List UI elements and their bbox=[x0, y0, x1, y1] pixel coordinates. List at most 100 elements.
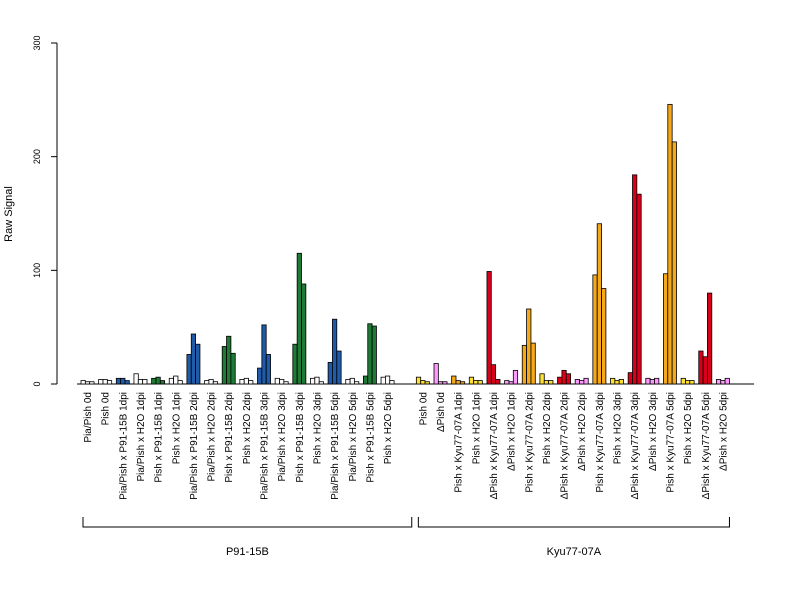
x-tick-label: Pish x H2O 5dpi bbox=[683, 392, 694, 464]
y-tick-label: 200 bbox=[32, 149, 42, 164]
bar bbox=[415, 376, 422, 385]
bars bbox=[77, 103, 755, 385]
bar bbox=[579, 380, 585, 385]
y-tick-label: 0 bbox=[32, 381, 42, 386]
bar bbox=[689, 380, 695, 385]
bar bbox=[557, 376, 563, 385]
bar bbox=[230, 352, 236, 385]
bar bbox=[596, 223, 602, 385]
bar bbox=[274, 377, 280, 385]
x-tick-label: Pish x P91-15B 1dpi bbox=[154, 392, 165, 483]
bar bbox=[486, 271, 492, 385]
x-tick-label: Pia/Pish x P91-15B 5dpi bbox=[330, 392, 341, 500]
x-tick-label: Pia/Pish x H2O 1dpi bbox=[136, 392, 147, 482]
bar bbox=[512, 369, 519, 385]
bar bbox=[685, 380, 691, 385]
bar bbox=[349, 377, 355, 385]
bar bbox=[327, 362, 333, 385]
bar bbox=[724, 377, 730, 385]
bar bbox=[98, 379, 104, 385]
x-tick-label: Pish 0d bbox=[101, 392, 112, 425]
bar bbox=[618, 379, 624, 385]
x-tick-label: ΔPish x H2O 2dpi bbox=[577, 392, 588, 471]
x-tick-label: Pish x P91-15B 2dpi bbox=[224, 392, 235, 483]
bar bbox=[424, 381, 430, 385]
x-tick-label: ΔPish 0d bbox=[436, 392, 447, 432]
group-brackets: P91-15B Kyu77-07A bbox=[82, 517, 730, 558]
bar bbox=[610, 377, 616, 385]
x-tick-label: Pia/Pish x H2O 5dpi bbox=[348, 392, 359, 482]
y-axis: 0 100 200 300 bbox=[32, 35, 58, 387]
bar bbox=[614, 380, 620, 385]
bar bbox=[468, 376, 475, 385]
x-tick-label: Pia/Pish x P91-15B 2dpi bbox=[189, 392, 200, 500]
bar bbox=[707, 292, 713, 385]
group-label: P91-15B bbox=[226, 546, 269, 558]
bar bbox=[279, 379, 285, 385]
group-bracket bbox=[417, 517, 730, 528]
bar bbox=[504, 380, 510, 385]
x-tick-label: ΔPish x H2O 5dpi bbox=[718, 392, 729, 471]
bar bbox=[671, 141, 677, 385]
x-tick-label: Pia/Pish x P91-15B 1dpi bbox=[118, 392, 129, 500]
x-tick-label: Pish x Kyu77-07A 1dpi bbox=[454, 392, 465, 493]
x-tick-label: Pish x H2O 3dpi bbox=[613, 392, 624, 464]
bar bbox=[89, 381, 95, 385]
x-tick-label: Pish x H2O 2dpi bbox=[542, 392, 553, 464]
group-label: Kyu77-07A bbox=[547, 546, 602, 558]
x-tick-label: ΔPish x Kyu77-07A 2dpi bbox=[560, 392, 571, 499]
bar bbox=[433, 363, 439, 385]
bar bbox=[124, 380, 130, 385]
bar bbox=[177, 380, 183, 385]
bar bbox=[301, 283, 307, 385]
bar bbox=[645, 377, 651, 385]
bar bbox=[495, 379, 501, 385]
bar bbox=[190, 333, 196, 385]
bar bbox=[195, 343, 201, 385]
bar bbox=[151, 377, 157, 385]
bar bbox=[526, 308, 532, 385]
bar bbox=[283, 381, 289, 385]
bar bbox=[248, 380, 254, 385]
bar bbox=[226, 335, 232, 385]
bar bbox=[384, 375, 391, 385]
bar bbox=[212, 381, 218, 385]
bar bbox=[543, 380, 549, 385]
bar bbox=[490, 364, 497, 385]
bar bbox=[716, 379, 722, 385]
x-tick-label: Pish 0d bbox=[418, 392, 429, 425]
bar bbox=[389, 380, 395, 385]
bar bbox=[663, 273, 669, 385]
bar bbox=[508, 381, 514, 385]
bar bbox=[720, 380, 726, 385]
bar bbox=[332, 318, 338, 385]
x-tick-label: Pish x H2O 1dpi bbox=[171, 392, 182, 464]
x-tick-label: Pia/Pish x H2O 3dpi bbox=[277, 392, 288, 482]
bar bbox=[649, 379, 655, 385]
bar bbox=[239, 379, 245, 385]
bar bbox=[173, 375, 179, 385]
bar bbox=[627, 372, 633, 385]
bar bbox=[265, 354, 271, 385]
bar bbox=[601, 288, 607, 385]
x-tick-label: ΔPish x Kyu77-07A 5dpi bbox=[701, 392, 712, 499]
bar bbox=[186, 354, 192, 385]
bar bbox=[459, 381, 466, 385]
bar bbox=[120, 377, 126, 385]
y-tick-label: 300 bbox=[32, 35, 42, 50]
bar bbox=[371, 325, 377, 385]
bar bbox=[133, 373, 139, 385]
bar bbox=[314, 376, 320, 385]
group-bracket bbox=[82, 517, 413, 528]
bar bbox=[698, 350, 704, 385]
bar bbox=[84, 381, 91, 385]
x-tick-label: Pish x H2O 1dpi bbox=[471, 392, 482, 464]
bar bbox=[168, 377, 174, 385]
bar bbox=[530, 342, 536, 385]
bar bbox=[654, 377, 660, 385]
x-tick-label: Pish x P91-15B 3dpi bbox=[295, 392, 306, 483]
bar bbox=[155, 376, 161, 385]
bar bbox=[310, 377, 316, 385]
bar bbox=[473, 380, 479, 385]
